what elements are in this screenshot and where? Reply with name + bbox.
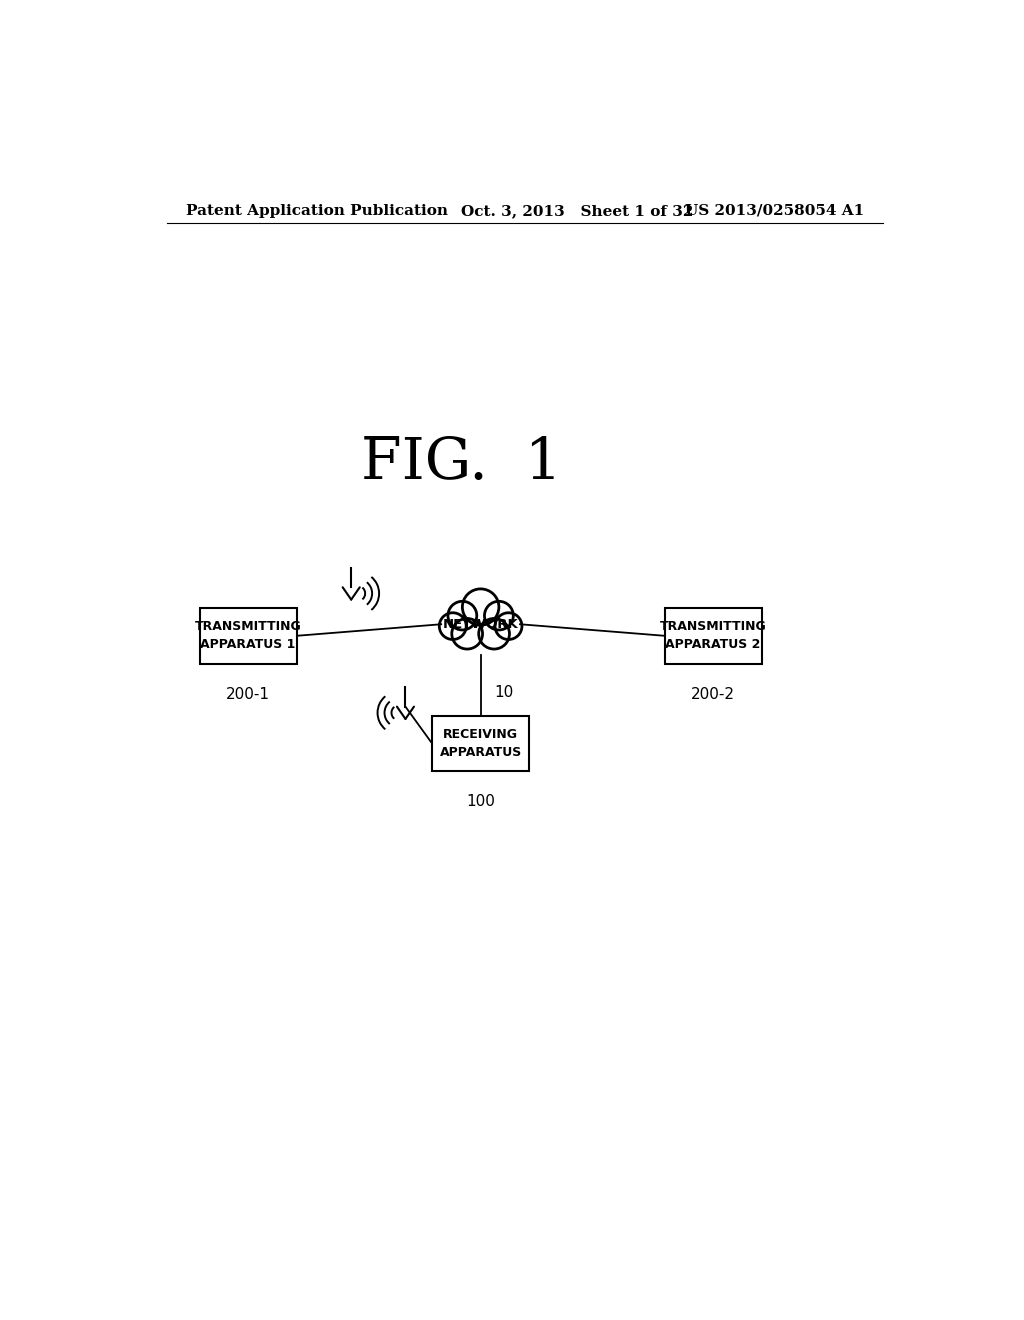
Text: 100: 100: [466, 795, 495, 809]
Text: Patent Application Publication: Patent Application Publication: [186, 203, 449, 218]
Circle shape: [484, 602, 513, 630]
Circle shape: [495, 612, 522, 639]
Text: NETWORK: NETWORK: [442, 618, 518, 631]
Text: 200-2: 200-2: [691, 686, 735, 702]
Text: RECEIVING
APPARATUS: RECEIVING APPARATUS: [439, 729, 522, 759]
Bar: [432, 715, 529, 771]
Circle shape: [452, 619, 482, 649]
Circle shape: [447, 602, 477, 630]
Text: TRANSMITTING
APPARATUS 1: TRANSMITTING APPARATUS 1: [195, 620, 301, 651]
Text: 10: 10: [495, 685, 514, 700]
Circle shape: [478, 619, 510, 649]
Bar: [665, 609, 762, 664]
Bar: [200, 609, 297, 664]
Circle shape: [439, 612, 466, 639]
Text: TRANSMITTING
APPARATUS 2: TRANSMITTING APPARATUS 2: [659, 620, 767, 651]
Text: FIG.  1: FIG. 1: [360, 434, 562, 491]
Circle shape: [463, 589, 499, 626]
Text: Oct. 3, 2013   Sheet 1 of 32: Oct. 3, 2013 Sheet 1 of 32: [461, 203, 693, 218]
Text: 200-1: 200-1: [226, 686, 270, 702]
Text: US 2013/0258054 A1: US 2013/0258054 A1: [685, 203, 864, 218]
